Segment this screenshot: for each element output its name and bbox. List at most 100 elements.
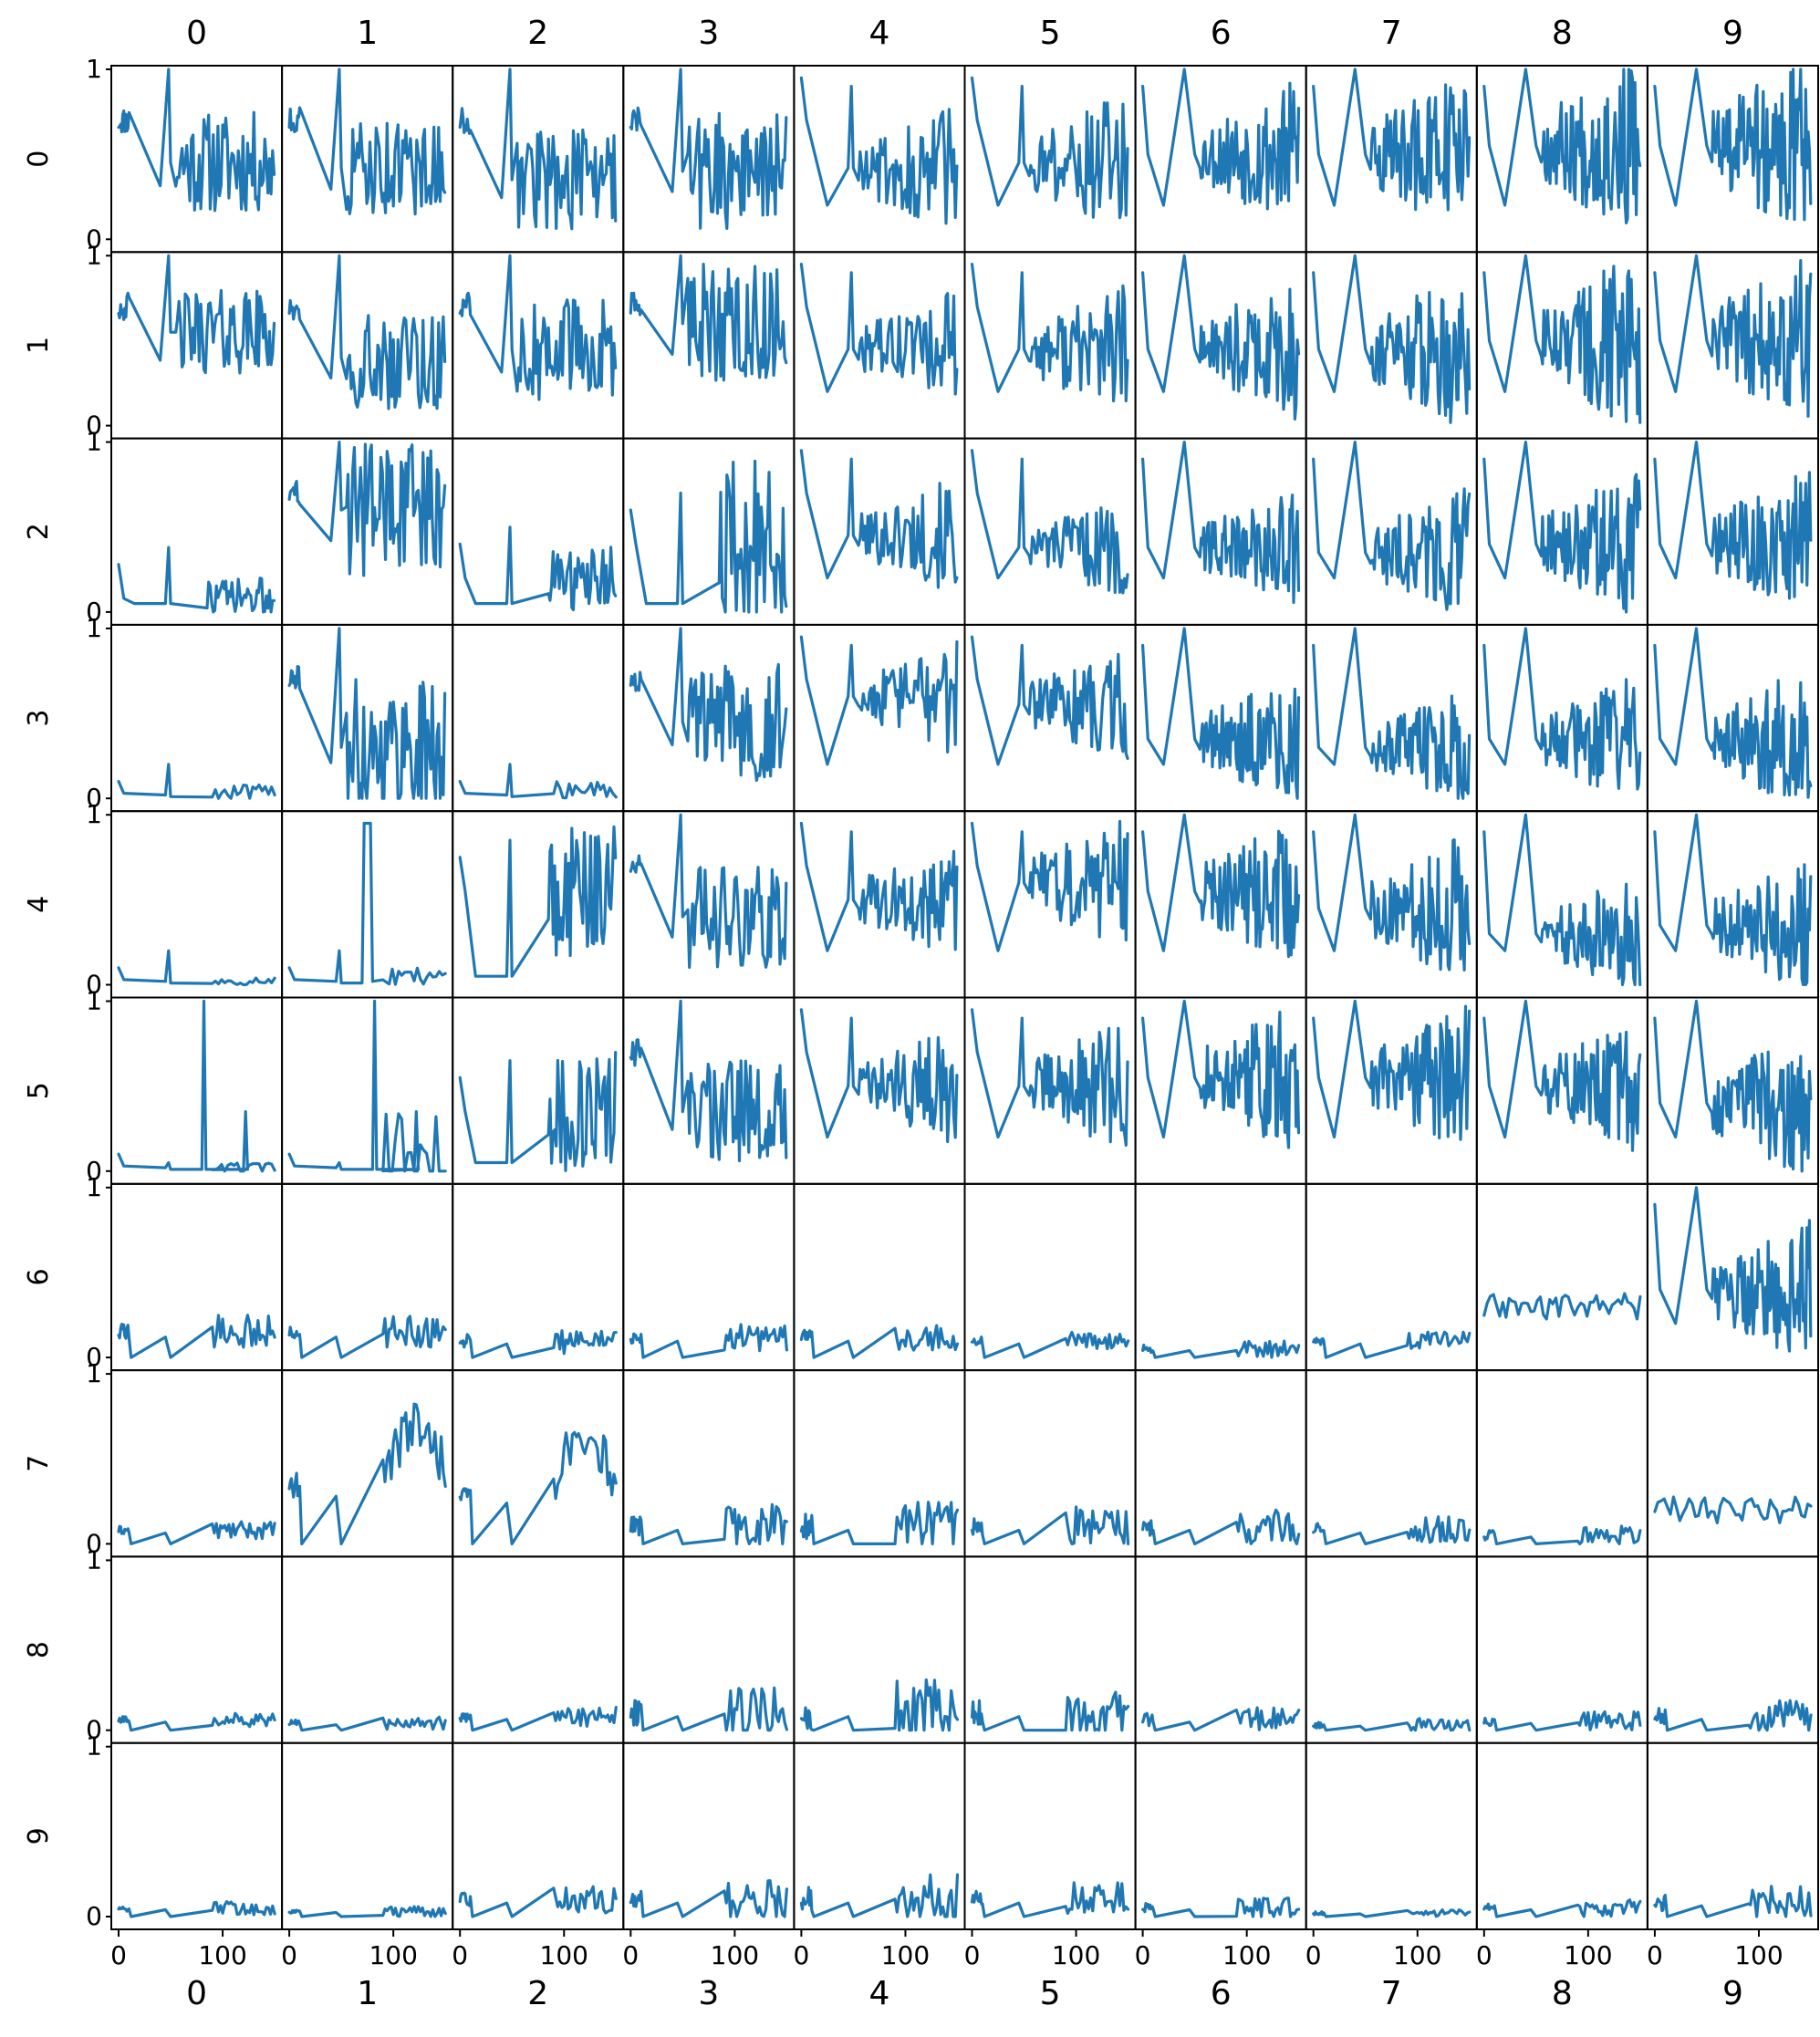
y-tick-label: 1 <box>86 613 102 643</box>
column-header: 6 <box>1211 15 1232 52</box>
row-header: 1 <box>23 337 55 354</box>
series-line-8-6 <box>1141 1706 1301 1732</box>
x-tick-label: 0 <box>793 1940 809 1970</box>
series-line-9-9 <box>1653 1885 1813 1918</box>
series-line-0-4 <box>799 76 959 225</box>
panel-frame-0-0 <box>110 65 284 254</box>
series-line-2-7 <box>1312 441 1472 611</box>
panel-frame-7-9 <box>1646 1369 1820 1558</box>
panel-frame-6-6 <box>1134 1182 1307 1372</box>
series-line-2-9 <box>1653 441 1813 600</box>
series-line-3-5 <box>970 635 1129 766</box>
series-line-4-4 <box>799 821 959 952</box>
row-header: 3 <box>23 710 55 727</box>
series-line-6-6 <box>1141 1339 1301 1359</box>
x-axis-label: 4 <box>868 1975 889 2012</box>
series-line-4-9 <box>1653 813 1813 987</box>
series-line-8-3 <box>629 1686 788 1732</box>
panel-frame-3-0 <box>110 623 284 813</box>
x-tick-label: 0 <box>1647 1940 1663 1970</box>
series-line-3-1 <box>287 627 447 800</box>
x-tick-label: 100 <box>1222 1940 1271 1970</box>
x-axis-label: 3 <box>698 1975 719 2012</box>
series-line-7-8 <box>1482 1524 1642 1545</box>
panel-frame-2-5 <box>963 437 1137 626</box>
y-tick-label: 0 <box>86 411 102 441</box>
y-tick-label: 1 <box>86 54 102 84</box>
y-tick-label: 0 <box>86 597 102 627</box>
y-tick-label: 0 <box>86 1342 102 1372</box>
series-line-7-9 <box>1653 1495 1813 1524</box>
series-line-3-8 <box>1482 627 1642 791</box>
column-header: 5 <box>1040 15 1061 52</box>
panel-frame-4-0 <box>110 810 284 999</box>
x-tick-label: 0 <box>110 1940 127 1970</box>
panel-frame-8-3 <box>622 1555 796 1744</box>
column-header: 1 <box>357 15 378 52</box>
column-header: 3 <box>698 15 719 52</box>
series-line-9-6 <box>1141 1897 1301 1918</box>
series-line-0-9 <box>1653 68 1813 222</box>
series-line-5-5 <box>970 1008 1129 1147</box>
series-line-0-0 <box>117 68 276 213</box>
series-line-4-6 <box>1141 813 1301 959</box>
series-line-4-0 <box>117 949 276 987</box>
panel-frame-8-5 <box>963 1555 1137 1744</box>
series-line-4-3 <box>629 813 788 969</box>
x-tick-label: 100 <box>881 1940 930 1970</box>
x-tick-label: 0 <box>281 1940 297 1970</box>
series-line-1-4 <box>799 263 959 396</box>
row-header: 2 <box>23 523 55 540</box>
series-line-2-4 <box>799 449 959 589</box>
series-line-8-1 <box>287 1715 447 1732</box>
panel-frame-7-1 <box>281 1369 454 1558</box>
y-tick-label: 1 <box>86 240 102 270</box>
row-header: 7 <box>23 1455 55 1472</box>
series-line-6-2 <box>458 1329 618 1359</box>
y-tick-label: 0 <box>86 1156 102 1186</box>
series-line-7-3 <box>629 1502 788 1545</box>
x-tick-label: 100 <box>711 1940 759 1970</box>
y-tick-label: 1 <box>86 1172 102 1202</box>
series-line-9-5 <box>970 1881 1130 1918</box>
column-header: 9 <box>1722 15 1743 52</box>
series-line-6-7 <box>1312 1330 1472 1359</box>
series-line-6-1 <box>287 1315 447 1359</box>
panel-frame-7-5 <box>963 1369 1137 1558</box>
series-line-7-0 <box>117 1520 276 1545</box>
series-line-1-0 <box>117 254 276 375</box>
row-header: 9 <box>23 1827 55 1845</box>
x-axis-label: 1 <box>357 1975 378 2012</box>
series-line-9-7 <box>1312 1908 1472 1918</box>
series-line-0-3 <box>629 68 788 230</box>
x-axis-label: 6 <box>1211 1975 1232 2012</box>
series-line-6-3 <box>629 1323 788 1359</box>
series-line-7-5 <box>970 1505 1130 1545</box>
series-line-4-1 <box>287 821 447 986</box>
series-line-0-7 <box>1312 68 1472 212</box>
series-line-3-0 <box>117 763 276 800</box>
series-line-8-4 <box>799 1678 960 1732</box>
series-line-8-7 <box>1312 1717 1472 1732</box>
series-line-8-9 <box>1653 1699 1813 1732</box>
x-tick-label: 0 <box>1305 1940 1322 1970</box>
series-line-5-7 <box>1312 999 1472 1141</box>
series-line-4-2 <box>458 825 618 978</box>
row-header: 5 <box>23 1082 55 1099</box>
series-line-4-5 <box>970 819 1129 952</box>
x-tick-label: 100 <box>540 1940 588 1970</box>
panel-frame-9-9 <box>1646 1741 1820 1930</box>
column-header: 4 <box>868 15 889 52</box>
series-line-5-9 <box>1653 999 1813 1173</box>
x-tick-label: 100 <box>198 1940 246 1970</box>
series-line-8-5 <box>970 1690 1130 1732</box>
panel-frame-7-4 <box>793 1369 966 1558</box>
series-line-3-2 <box>458 763 618 800</box>
y-tick-label: 1 <box>86 1358 102 1388</box>
series-line-0-6 <box>1141 68 1301 211</box>
series-line-5-8 <box>1482 999 1642 1152</box>
series-line-5-1 <box>287 999 447 1173</box>
series-line-8-2 <box>458 1706 618 1732</box>
panel-frame-6-3 <box>622 1182 796 1372</box>
series-line-6-9 <box>1653 1186 1813 1353</box>
